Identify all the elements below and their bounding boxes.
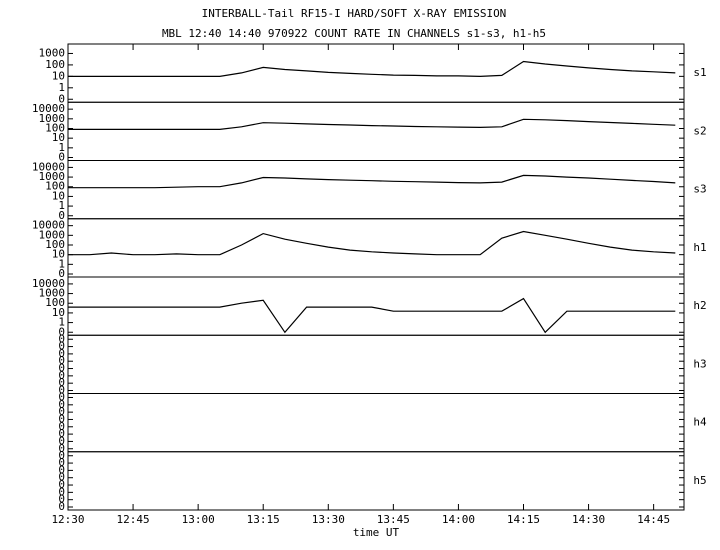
y-tick-label: 100: [45, 180, 65, 193]
y-tick-label: 0: [58, 325, 65, 338]
y-tick-label: 1: [58, 257, 65, 270]
panel-frame: [67, 334, 685, 394]
y-tick-label: 0: [58, 420, 65, 433]
y-tick-label: 0: [58, 456, 65, 469]
y-tick-label: 0: [58, 493, 65, 506]
y-tick-label: 100: [45, 121, 65, 134]
panel-label: h5: [693, 474, 706, 487]
y-tick-label: 0: [58, 347, 65, 360]
data-line: [68, 60, 676, 78]
y-tick-label: 10: [52, 189, 65, 202]
y-tick-label: 100: [45, 296, 65, 309]
y-tick-label: 1000: [39, 170, 66, 183]
panel-label: h2: [693, 299, 706, 312]
panel-frame: [67, 451, 685, 511]
y-tick-label: 0: [58, 391, 65, 404]
panel-label: h3: [693, 357, 706, 370]
y-tick-label: 1: [58, 316, 65, 329]
panel-frame: [67, 276, 685, 336]
x-tick-label: 13:45: [377, 513, 410, 526]
y-tick-label: 100: [45, 58, 65, 71]
y-tick-label: 0: [58, 362, 65, 375]
y-tick-label: 0: [58, 398, 65, 411]
y-tick-label: 0: [58, 500, 65, 513]
y-tick-label: 1000: [39, 287, 66, 300]
data-line: [68, 230, 676, 256]
y-tick-label: 10: [52, 69, 65, 82]
y-tick-label: 1: [58, 141, 65, 154]
panel-frame: [67, 393, 685, 453]
y-tick-label: 0: [58, 376, 65, 389]
y-tick-label: 10000: [32, 277, 65, 290]
x-tick-label: 13:30: [312, 513, 345, 526]
y-tick-label: 0: [58, 354, 65, 367]
x-tick-label: 13:15: [247, 513, 280, 526]
y-tick-label: 0: [58, 427, 65, 440]
y-tick-label: 0: [58, 478, 65, 491]
y-tick-label: 1: [58, 81, 65, 94]
data-line: [68, 174, 676, 189]
y-tick-label: 0: [58, 332, 65, 345]
y-tick-label: 0: [58, 92, 65, 105]
x-tick-label: 14:15: [507, 513, 540, 526]
y-tick-label: 0: [58, 151, 65, 164]
x-tick-label: 12:45: [117, 513, 150, 526]
panel-label: h4: [693, 416, 707, 429]
y-tick-label: 0: [58, 369, 65, 382]
y-tick-label: 10000: [32, 102, 65, 115]
panel-frame: [67, 160, 685, 220]
data-line: [68, 297, 676, 334]
y-tick-label: 0: [58, 412, 65, 425]
x-tick-label: 13:00: [182, 513, 215, 526]
panel-label: s1: [693, 66, 706, 79]
panel-label: s3: [693, 183, 706, 196]
panel-frame: [67, 101, 685, 161]
chart-subtitle: MBL 12:40 14:40 970922 COUNT RATE IN CHA…: [162, 27, 546, 40]
y-tick-label: 1000: [39, 46, 66, 59]
y-tick-label: 0: [58, 442, 65, 455]
y-tick-label: 1: [58, 199, 65, 212]
panel-frame: [67, 43, 685, 103]
panel-label: h1: [693, 241, 706, 254]
y-tick-label: 1000: [39, 228, 66, 241]
y-tick-label: 100: [45, 238, 65, 251]
x-tick-label: 12:30: [51, 513, 84, 526]
chart-title: INTERBALL-Tail RF15-I HARD/SOFT X-RAY EM…: [202, 7, 507, 20]
x-axis-label: time UT: [353, 526, 400, 539]
y-tick-label: 10000: [32, 219, 65, 232]
y-tick-label: 10: [52, 306, 65, 319]
y-tick-label: 0: [58, 463, 65, 476]
y-tick-label: 0: [58, 449, 65, 462]
y-tick-label: 10: [52, 131, 65, 144]
y-tick-label: 1000: [39, 112, 66, 125]
y-tick-label: 10: [52, 248, 65, 261]
data-line: [68, 118, 676, 130]
x-tick-label: 14:45: [637, 513, 670, 526]
y-tick-label: 0: [58, 485, 65, 498]
x-tick-label: 14:00: [442, 513, 475, 526]
y-tick-label: 0: [58, 209, 65, 222]
panel-frame: [67, 218, 685, 278]
y-tick-label: 10000: [32, 160, 65, 173]
x-tick-label: 14:30: [572, 513, 605, 526]
y-tick-label: 0: [58, 340, 65, 353]
y-tick-label: 0: [58, 405, 65, 418]
y-tick-label: 0: [58, 267, 65, 280]
y-tick-label: 0: [58, 434, 65, 447]
y-tick-label: 0: [58, 384, 65, 397]
panel-label: s2: [693, 124, 706, 137]
y-tick-label: 0: [58, 471, 65, 484]
